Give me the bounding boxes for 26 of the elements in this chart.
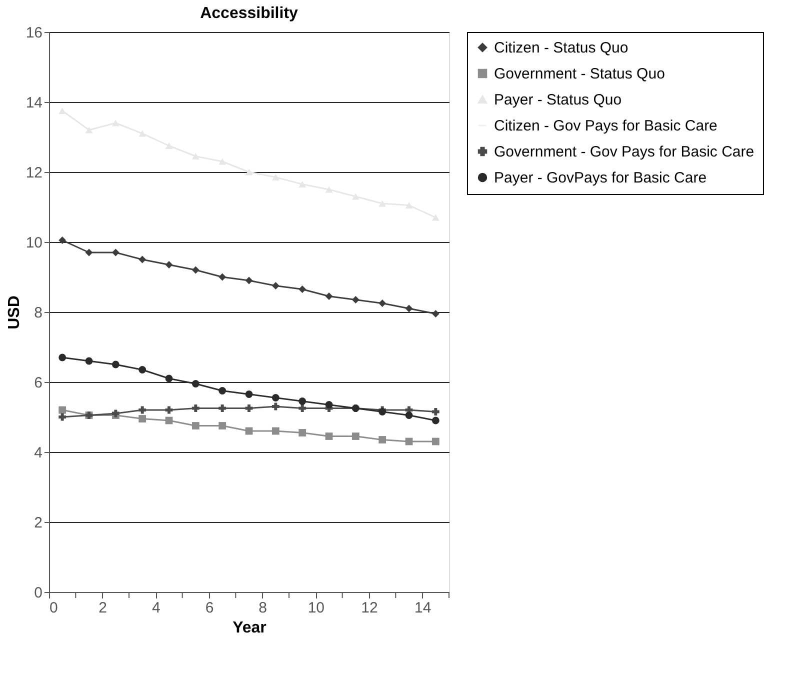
y-tick-label: 6 — [34, 374, 42, 392]
x-tick-label: 14 — [414, 600, 432, 616]
y-tick-label: 14 — [26, 94, 42, 112]
x-tick-label: 10 — [308, 600, 325, 616]
y-tick-label: 16 — [26, 24, 42, 42]
x-tick-label: 4 — [152, 600, 160, 616]
x-axis-title: Year — [232, 620, 266, 636]
y-tick-label: 10 — [26, 234, 42, 252]
x-tick-label: 0 — [50, 600, 58, 616]
chart-title: Accessibility — [200, 5, 298, 22]
x-tick-label: 2 — [98, 600, 108, 616]
y-tick-label: 2 — [34, 514, 42, 532]
legend-label: Government - Status Quo — [494, 66, 665, 82]
legend-label: Citizen - Status Quo — [494, 40, 628, 56]
y-tick-label: 12 — [26, 164, 42, 182]
x-tick-label: 12 — [361, 600, 378, 616]
legend-label: Payer - Status Quo — [494, 92, 622, 108]
x-tick-label: 8 — [258, 600, 268, 616]
y-tick-label: 0 — [34, 584, 42, 602]
legend-label: Government - Gov Pays for Basic Care — [494, 144, 754, 160]
legend-label: Payer - GovPays for Basic Care — [494, 170, 707, 186]
y-axis-title: USD — [6, 296, 23, 330]
legend-label: Citizen - Gov Pays for Basic Care — [494, 118, 718, 134]
y-tick-label: 4 — [34, 444, 42, 462]
y-tick-label: 8 — [34, 304, 42, 322]
x-tick-label: 6 — [205, 600, 214, 616]
